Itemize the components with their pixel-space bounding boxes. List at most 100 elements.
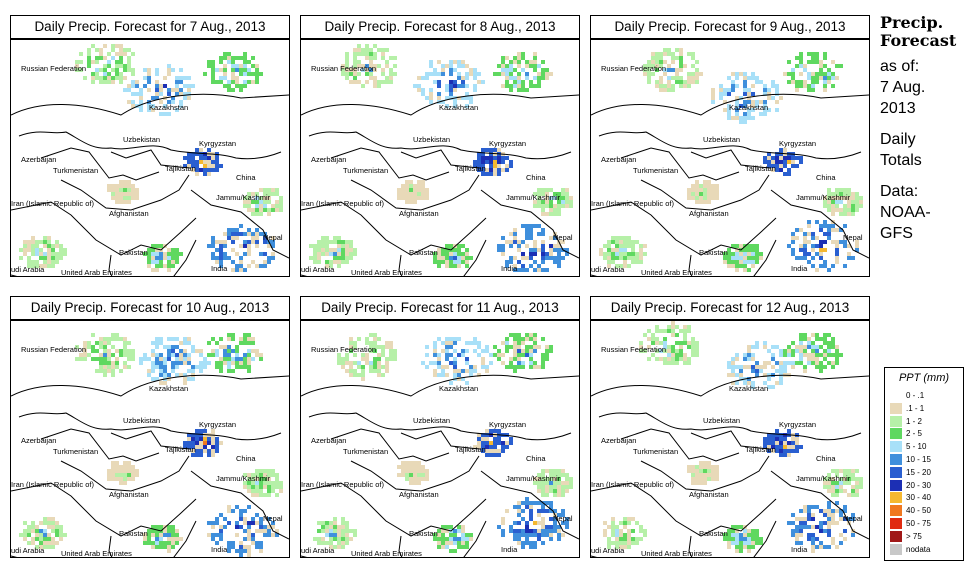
precip-cell: [405, 196, 409, 200]
precip-cell: [317, 244, 321, 248]
precip-cell: [851, 212, 855, 216]
precip-cell: [533, 64, 537, 68]
precip-cell: [409, 200, 413, 204]
precip-cell: [51, 517, 55, 521]
precip-cell: [533, 337, 537, 341]
precip-cell: [489, 156, 493, 160]
precip-cell: [549, 72, 553, 76]
precip-cell: [529, 84, 533, 88]
precip-cell: [47, 525, 51, 529]
precip-cell: [401, 196, 405, 200]
precip-cell: [279, 200, 283, 204]
precip-cell: [549, 196, 553, 200]
precip-cell: [795, 56, 799, 60]
precip-cell: [267, 188, 271, 192]
precip-cell: [231, 68, 235, 72]
precip-cell: [615, 264, 619, 268]
precip-cell: [35, 240, 39, 244]
precip-cell: [211, 164, 215, 168]
precip-cell: [159, 525, 163, 529]
precip-cell: [529, 513, 533, 517]
precip-cell: [47, 521, 51, 525]
precip-cell: [35, 244, 39, 248]
precip-cell: [95, 76, 99, 80]
precip-cell: [259, 252, 263, 256]
precip-cell: [501, 168, 505, 172]
precip-cell: [163, 357, 167, 361]
precip-cell: [127, 465, 131, 469]
precip-cell: [239, 268, 243, 272]
precip-cell: [545, 196, 549, 200]
precip-cell: [735, 268, 739, 272]
precip-cell: [525, 64, 529, 68]
precip-cell: [549, 505, 553, 509]
precip-cell: [743, 100, 747, 104]
precip-cell: [421, 196, 425, 200]
precip-cell: [517, 88, 521, 92]
precip-cell: [687, 84, 691, 88]
precip-cell: [251, 200, 255, 204]
precip-cell: [175, 373, 179, 377]
precip-cell: [279, 489, 283, 493]
precip-cell: [421, 180, 425, 184]
precip-cell: [851, 192, 855, 196]
country-label: China: [526, 173, 546, 182]
precip-cell: [457, 96, 461, 100]
precip-cell: [529, 357, 533, 361]
precip-cell: [313, 252, 317, 256]
precip-cell: [461, 252, 465, 256]
precip-cell: [91, 72, 95, 76]
precip-cell: [227, 509, 231, 513]
precip-cell: [47, 244, 51, 248]
precip-cell: [167, 545, 171, 549]
precip-cell: [533, 501, 537, 505]
precip-cell: [437, 365, 441, 369]
precip-cell: [369, 64, 373, 68]
precip-cell: [537, 64, 541, 68]
precip-cell: [437, 248, 441, 252]
panel-title: Daily Precip. Forecast for 11 Aug., 2013: [300, 296, 580, 320]
precip-cell: [235, 232, 239, 236]
precip-cell: [341, 244, 345, 248]
precip-cell: [457, 369, 461, 373]
precip-cell: [727, 76, 731, 80]
precip-cell: [517, 84, 521, 88]
precip-cell: [727, 248, 731, 252]
precip-cell: [783, 160, 787, 164]
precip-cell: [743, 264, 747, 268]
precip-cell: [477, 433, 481, 437]
precip-cell: [255, 236, 259, 240]
precip-cell: [215, 353, 219, 357]
precip-cell: [481, 168, 485, 172]
precip-cell: [23, 529, 27, 533]
precip-cell: [255, 68, 259, 72]
precip-cell: [251, 337, 255, 341]
precip-cell: [43, 521, 47, 525]
precip-cell: [493, 72, 497, 76]
precip-cell: [465, 76, 469, 80]
precip-cell: [755, 76, 759, 80]
map-canvas: [591, 48, 869, 276]
precip-cell: [819, 248, 823, 252]
map-canvas: [301, 333, 579, 557]
precip-cell: [231, 56, 235, 60]
precip-cell: [771, 156, 775, 160]
precip-cell: [159, 244, 163, 248]
precip-cell: [743, 88, 747, 92]
precip-cell: [187, 337, 191, 341]
precip-cell: [361, 48, 365, 52]
precip-cell: [223, 357, 227, 361]
precip-cell: [675, 48, 679, 52]
precip-cell: [377, 80, 381, 84]
precip-cell: [553, 236, 557, 240]
country-label: Afghanistan: [399, 209, 439, 218]
precip-cell: [731, 80, 735, 84]
precip-cell: [171, 353, 175, 357]
precip-cell: [815, 236, 819, 240]
precip-cell: [767, 156, 771, 160]
precip-cell: [111, 337, 115, 341]
precip-cell: [521, 268, 525, 272]
precip-cell: [231, 268, 235, 272]
precip-cell: [31, 521, 35, 525]
precip-cell: [115, 361, 119, 365]
